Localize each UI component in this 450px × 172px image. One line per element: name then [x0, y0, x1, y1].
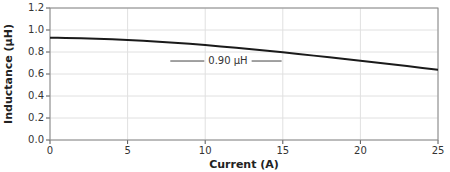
grid-line	[205, 8, 206, 140]
grid-line	[282, 8, 283, 140]
grid	[50, 8, 438, 140]
tick-label: 1.2	[28, 2, 44, 13]
tick-mark	[205, 140, 206, 144]
tick-label: 20	[354, 145, 367, 156]
grid-line	[50, 52, 438, 53]
tick-mark	[46, 8, 50, 9]
tick-label: 15	[276, 145, 289, 156]
tick-label: 10	[199, 145, 212, 156]
annotation: 0.90 μH	[208, 55, 247, 66]
annotation-dash	[252, 61, 282, 62]
tick-mark	[282, 140, 283, 144]
tick-label: 0.2	[28, 112, 44, 123]
tick-label: 5	[124, 145, 130, 156]
tick-label: 0	[47, 145, 53, 156]
tick-mark	[46, 30, 50, 31]
grid-line	[50, 118, 438, 119]
tick-mark	[360, 140, 361, 144]
tick-label: 0.4	[28, 90, 44, 101]
tick-mark	[46, 140, 50, 141]
tick-label: 1.0	[28, 24, 44, 35]
tick-mark	[46, 74, 50, 75]
tick-mark	[127, 140, 128, 144]
chart: 0.0 0.2 0.4 0.6 0.8 1.0 1.2 0 5 10 15 20 25 Current (…	[0, 0, 450, 172]
tick-mark	[46, 52, 50, 53]
plot-frame	[50, 8, 438, 140]
grid-line	[50, 74, 438, 75]
grid-line	[127, 8, 128, 140]
y-axis-label: Inductance (μH)	[2, 24, 15, 124]
data	[50, 38, 438, 70]
tick-label: 0.0	[28, 134, 44, 145]
x-axis-label: Current (A)	[209, 158, 279, 171]
tick-label: 25	[432, 145, 445, 156]
annotations: 0.90 μH	[170, 55, 281, 66]
tick-mark	[50, 140, 51, 144]
tick-mark	[46, 118, 50, 119]
tick-mark	[438, 140, 439, 144]
tick-mark	[46, 96, 50, 97]
tick-label: 0.8	[28, 46, 44, 57]
grid-line	[360, 8, 361, 140]
grid-line	[50, 96, 438, 97]
annotation-dash	[170, 61, 204, 62]
tick-label: 0.6	[28, 68, 44, 79]
axes: 0.0 0.2 0.4 0.6 0.8 1.0 1.2 0 5 10 15 20 25	[28, 2, 444, 156]
line	[50, 38, 438, 70]
grid-line	[50, 30, 438, 31]
